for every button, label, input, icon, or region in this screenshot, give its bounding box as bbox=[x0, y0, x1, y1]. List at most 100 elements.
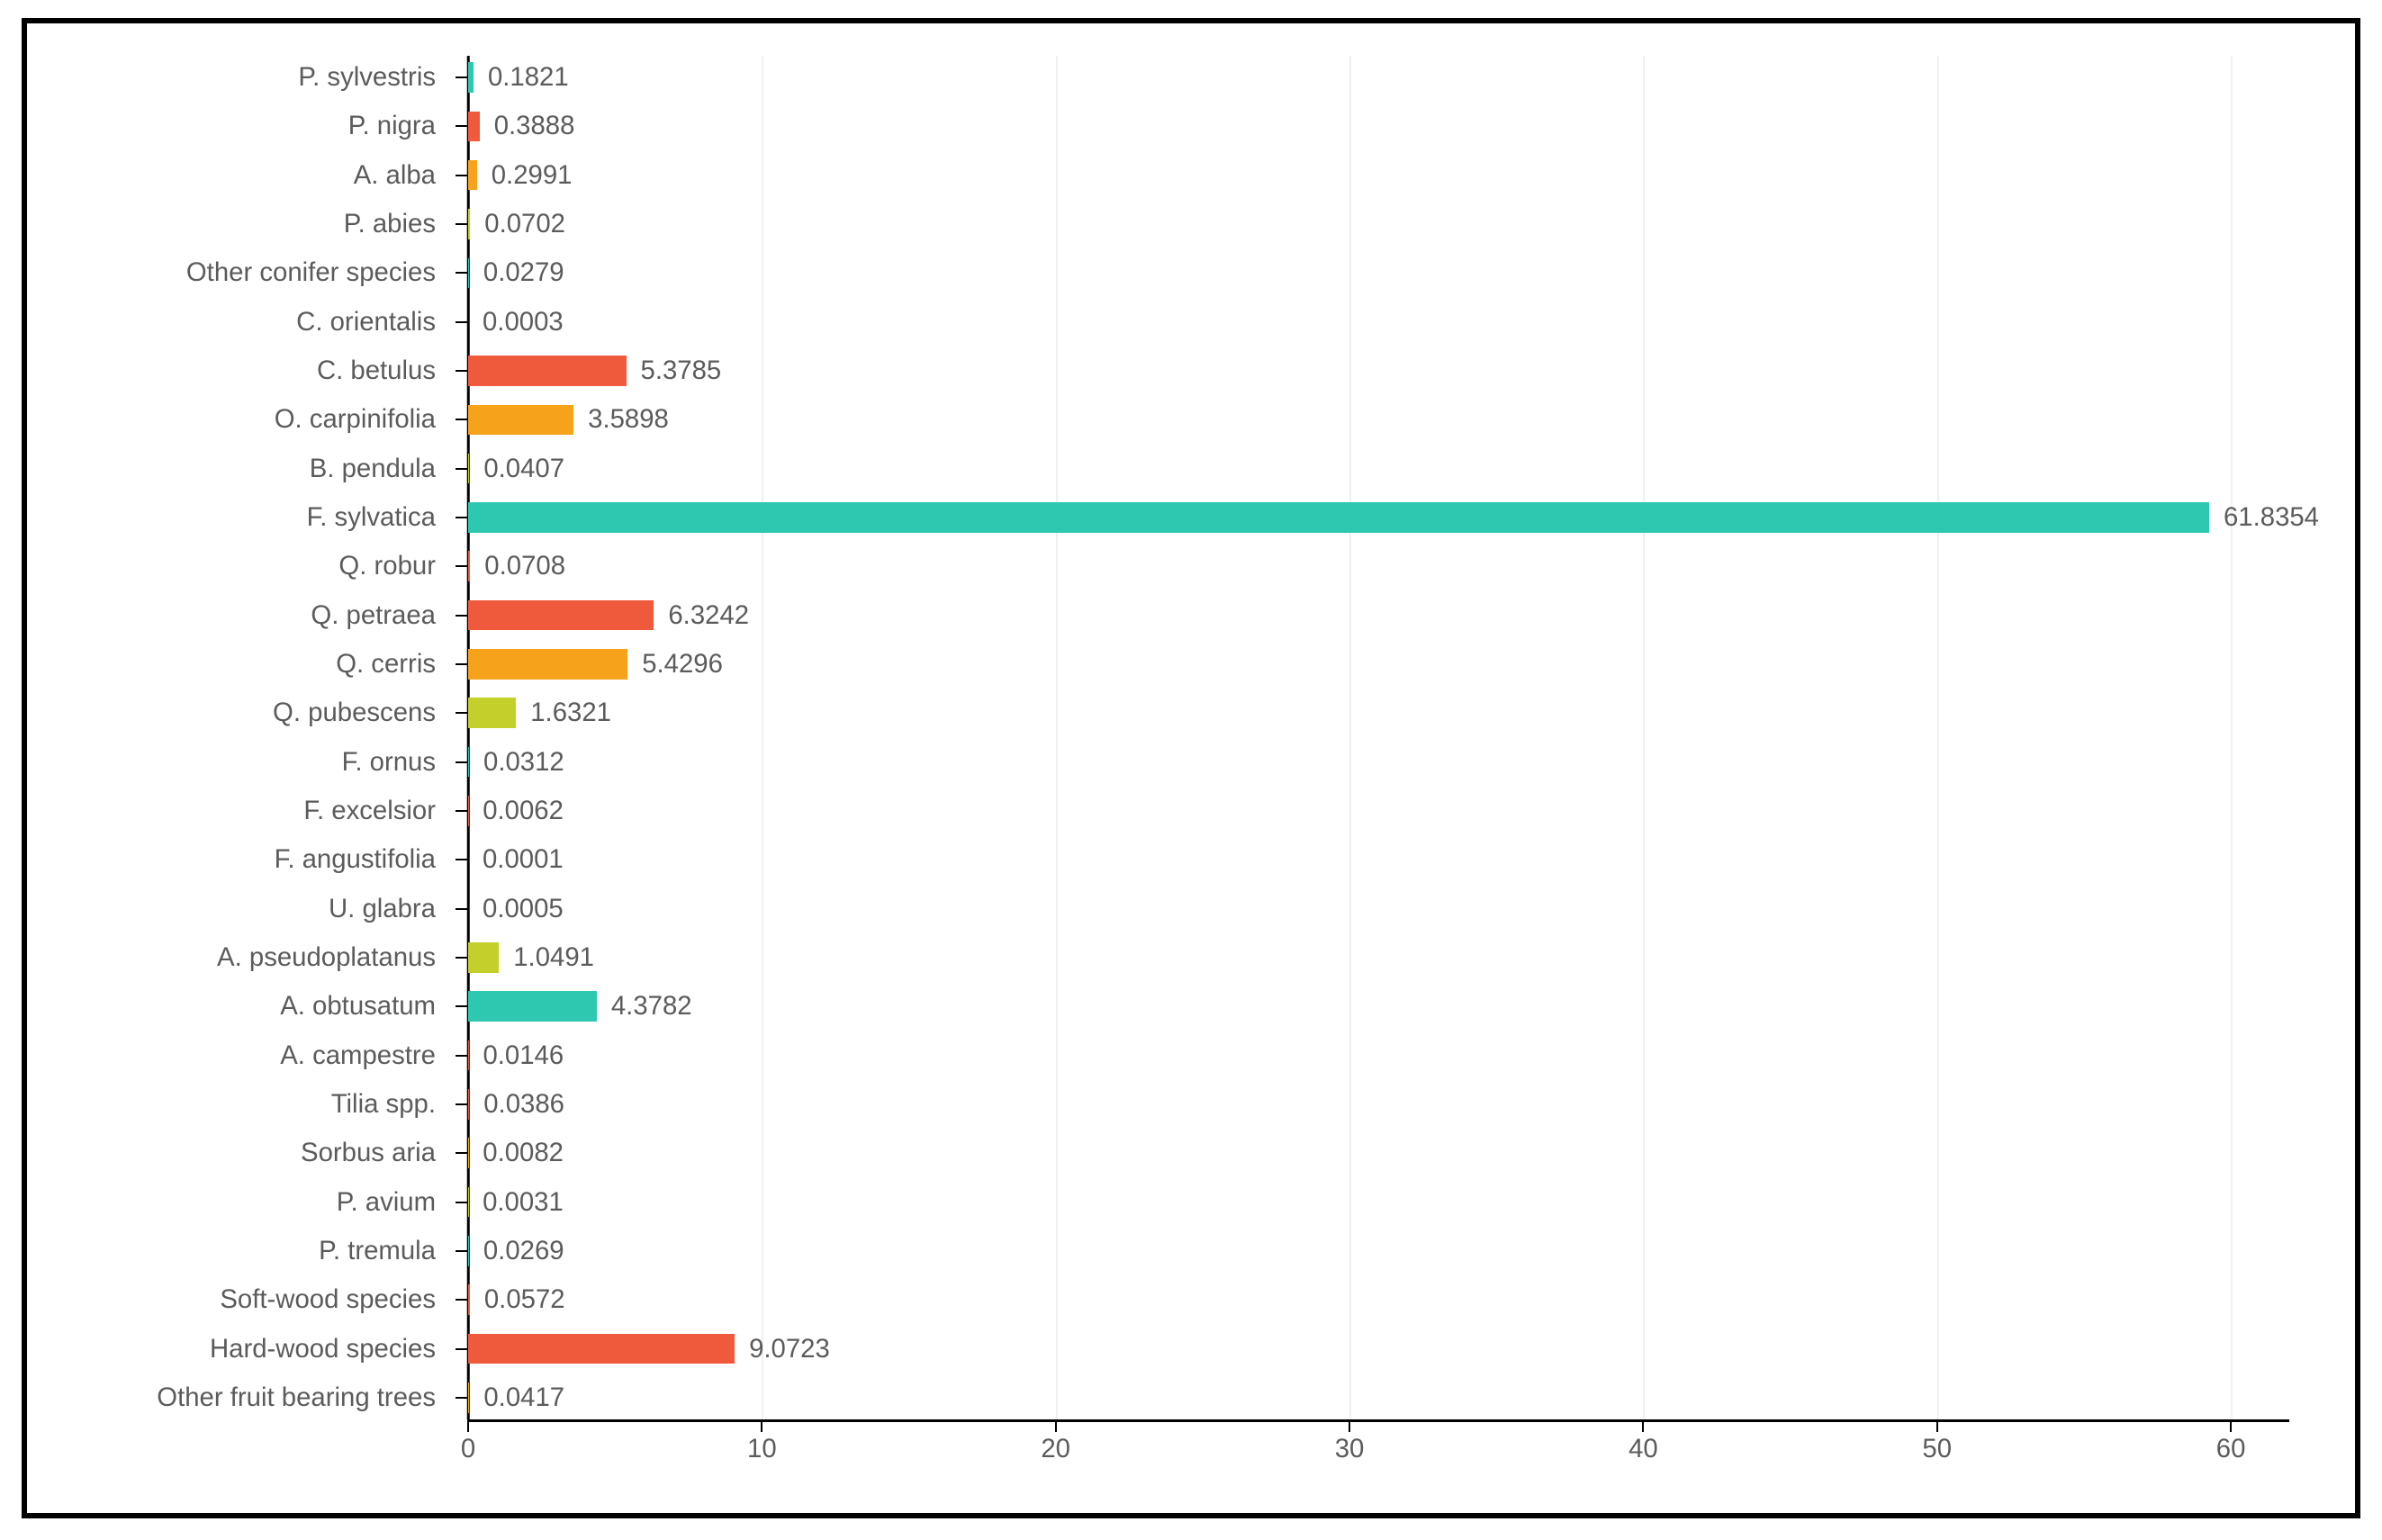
bar-row: Q. petraea6.3242 bbox=[63, 594, 2319, 637]
bar-value-label: 4.3782 bbox=[597, 991, 692, 1022]
y-tick bbox=[441, 56, 468, 99]
tick-mark-icon bbox=[456, 1152, 468, 1154]
tick-mark-icon bbox=[456, 663, 468, 665]
y-category-label: Sorbus aria bbox=[63, 1138, 441, 1168]
bar-row: Tilia spp.0.0386 bbox=[63, 1083, 2319, 1126]
tick-mark-icon bbox=[456, 223, 468, 225]
bar-value-label: 9.0723 bbox=[735, 1334, 830, 1364]
x-axis-plot: 0102030405060 bbox=[468, 1419, 2319, 1477]
y-tick bbox=[441, 594, 468, 637]
y-tick bbox=[441, 643, 468, 686]
y-tick bbox=[441, 936, 468, 979]
bar bbox=[468, 502, 2209, 533]
tick-mark-icon bbox=[456, 957, 468, 959]
y-category-label: C. orientalis bbox=[63, 307, 441, 338]
plot-cell: 0.0005 bbox=[468, 887, 2319, 931]
y-category-label: A. obtusatum bbox=[63, 991, 441, 1022]
bar-value-label: 0.0001 bbox=[468, 844, 564, 875]
y-category-label: P. nigra bbox=[63, 111, 441, 141]
y-category-label: Q. cerris bbox=[63, 649, 441, 680]
bar-value-label: 1.6321 bbox=[516, 698, 611, 728]
y-category-label: A. alba bbox=[63, 160, 441, 191]
x-tick-label: 60 bbox=[2216, 1434, 2246, 1464]
bar-row: P. abies 0.0702 bbox=[63, 203, 2319, 246]
tick-mark-icon bbox=[456, 1202, 468, 1203]
x-tick-label: 0 bbox=[461, 1434, 475, 1464]
y-category-label: F. sylvatica bbox=[63, 502, 441, 533]
plot-cell: 1.0491 bbox=[468, 936, 2319, 979]
bar bbox=[468, 649, 627, 680]
chart-frame: P. sylvestris0.1821 P. nigra 0.3888 A. alba… bbox=[22, 18, 2360, 1518]
y-tick bbox=[441, 1328, 468, 1371]
y-category-label: Hard-wood species bbox=[63, 1334, 441, 1364]
y-tick bbox=[441, 1181, 468, 1224]
y-tick bbox=[441, 349, 468, 392]
y-tick bbox=[441, 985, 468, 1028]
bar-value-label: 0.0312 bbox=[469, 747, 564, 778]
x-tick bbox=[467, 1419, 469, 1432]
bar-row: Q. pubescens1.6321 bbox=[63, 691, 2319, 734]
plot-cell: 0.0407 bbox=[468, 447, 2319, 491]
x-tick-label: 20 bbox=[1041, 1434, 1070, 1464]
x-axis-line bbox=[468, 1419, 2289, 1422]
tick-mark-icon bbox=[456, 272, 468, 274]
plot-cell: 61.8354 bbox=[468, 496, 2319, 539]
tick-mark-icon bbox=[456, 1103, 468, 1105]
y-tick bbox=[441, 301, 468, 344]
y-category-label: P. abies bbox=[63, 209, 441, 239]
tick-mark-icon bbox=[456, 468, 468, 470]
x-tick bbox=[1936, 1419, 1938, 1432]
tick-mark-icon bbox=[456, 370, 468, 372]
y-tick bbox=[441, 691, 468, 734]
bar-value-label: 6.3242 bbox=[654, 600, 749, 631]
y-tick bbox=[441, 398, 468, 441]
bar-row: A. campestre0.0146 bbox=[63, 1034, 2319, 1077]
y-category-label: C. betulus bbox=[63, 356, 441, 386]
tick-mark-icon bbox=[456, 321, 468, 323]
tick-mark-icon bbox=[456, 77, 468, 78]
y-tick bbox=[441, 251, 468, 294]
tick-mark-icon bbox=[456, 1397, 468, 1399]
bar-value-label: 0.0417 bbox=[469, 1382, 564, 1413]
bar-value-label: 0.0386 bbox=[469, 1089, 564, 1120]
bar-row: Other conifer species0.0279 bbox=[63, 251, 2319, 294]
bar-value-label: 0.0407 bbox=[469, 454, 564, 484]
y-category-label: A. pseudoplatanus bbox=[63, 942, 441, 973]
bar-row: F. ornus 0.0312 bbox=[63, 741, 2319, 784]
y-tick bbox=[441, 1083, 468, 1126]
bar-row: F. angustifolia0.0001 bbox=[63, 838, 2319, 881]
y-category-label: F. ornus bbox=[63, 747, 441, 778]
x-tick-label: 10 bbox=[747, 1434, 777, 1464]
y-tick bbox=[441, 1229, 468, 1273]
bar-row: P. sylvestris0.1821 bbox=[63, 56, 2319, 99]
x-tick bbox=[1055, 1419, 1057, 1432]
tick-mark-icon bbox=[456, 565, 468, 567]
plot-cell: 0.0001 bbox=[468, 838, 2319, 881]
y-category-label: U. glabra bbox=[63, 894, 441, 924]
y-tick bbox=[441, 741, 468, 784]
y-tick bbox=[441, 203, 468, 246]
bar bbox=[468, 160, 477, 191]
x-axis: 0102030405060 bbox=[63, 1419, 2319, 1477]
y-tick bbox=[441, 838, 468, 881]
bar-value-label: 0.1821 bbox=[474, 62, 569, 93]
bar bbox=[468, 405, 573, 436]
bar bbox=[468, 698, 516, 728]
bar-row: Hard-wood species 9.0723 bbox=[63, 1328, 2319, 1371]
y-tick bbox=[441, 1131, 468, 1175]
plot-cell: 0.1821 bbox=[468, 56, 2319, 99]
plot-cell: 1.6321 bbox=[468, 691, 2319, 734]
bar-value-label: 0.0702 bbox=[470, 209, 565, 239]
plot-cell: 0.0417 bbox=[468, 1376, 2319, 1419]
tick-mark-icon bbox=[456, 419, 468, 420]
plot-cell: 4.3782 bbox=[468, 985, 2319, 1028]
tick-mark-icon bbox=[456, 1299, 468, 1301]
bar-value-label: 0.0269 bbox=[469, 1236, 564, 1266]
plot-cell: 0.0146 bbox=[468, 1034, 2319, 1077]
plot-cell: 0.0031 bbox=[468, 1181, 2319, 1224]
bar-row: Soft-wood species0.0572 bbox=[63, 1278, 2319, 1321]
bar-row: Q. cerris5.4296 bbox=[63, 643, 2319, 686]
bar-value-label: 0.0708 bbox=[470, 551, 565, 581]
bar bbox=[468, 600, 654, 631]
bar-value-label: 0.3888 bbox=[480, 111, 575, 141]
